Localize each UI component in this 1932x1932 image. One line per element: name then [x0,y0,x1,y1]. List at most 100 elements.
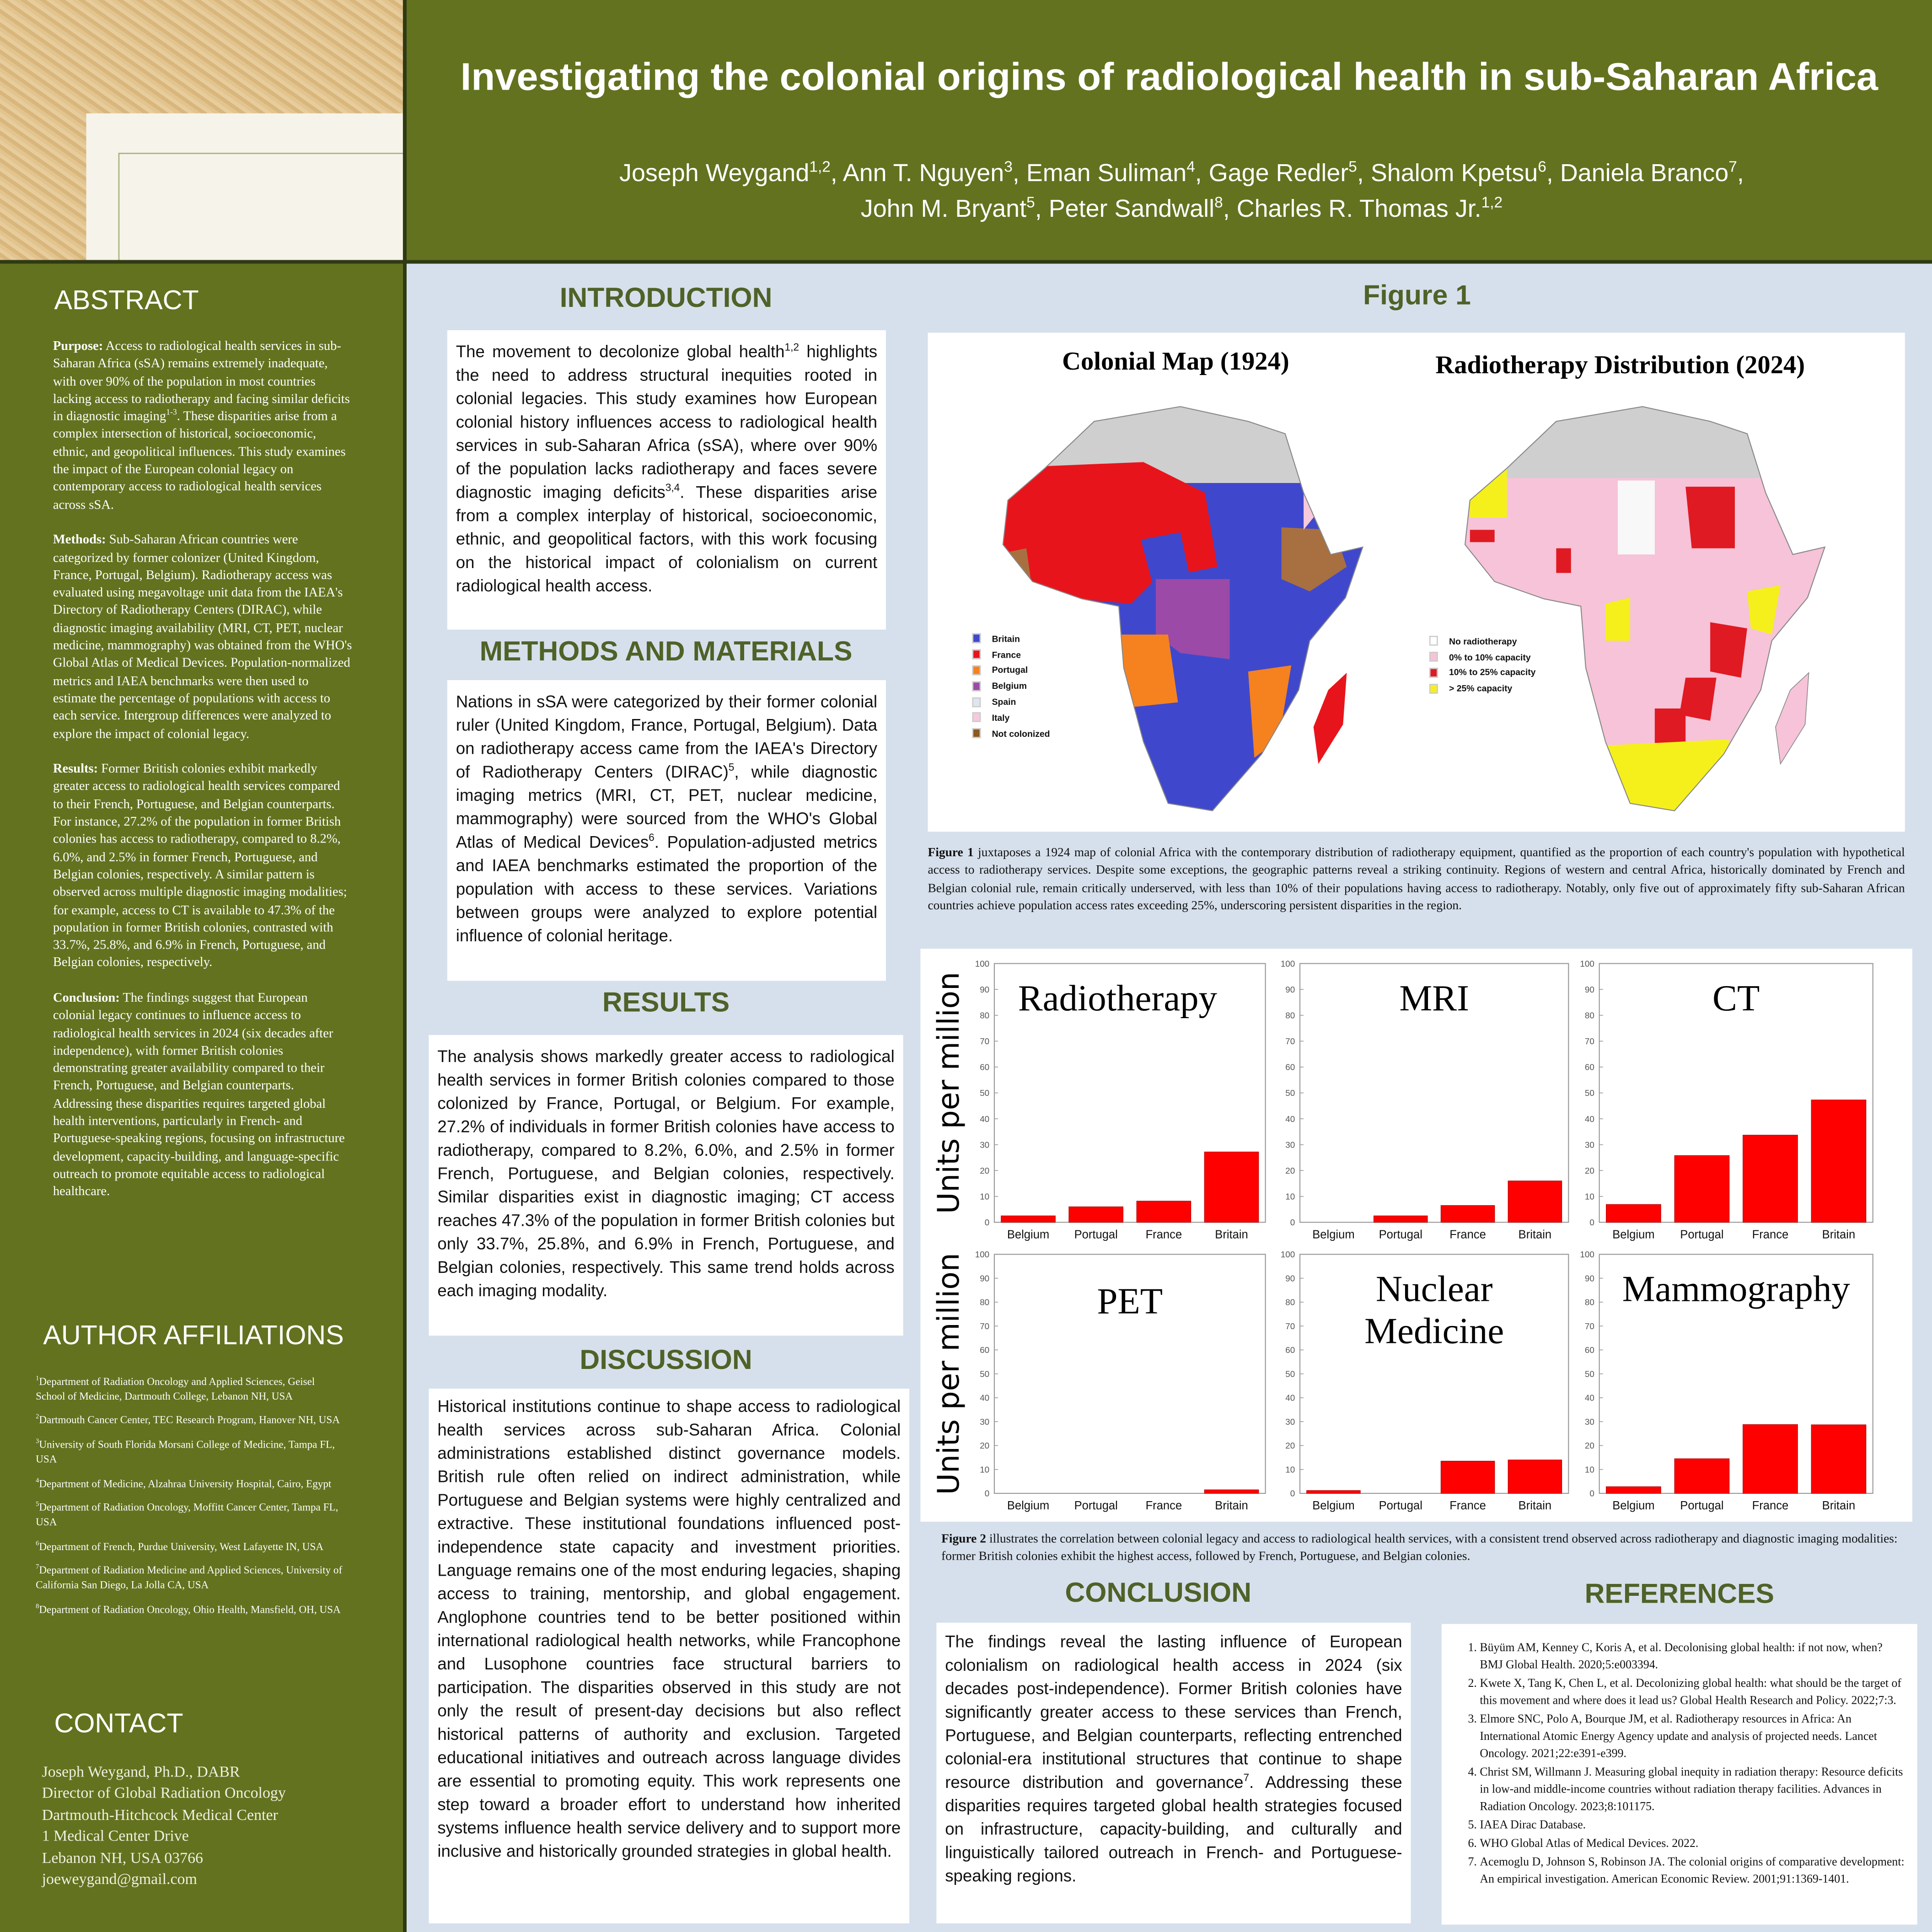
legend-label: Not colonized [992,728,1050,739]
bar-belgium [1001,1215,1056,1223]
affiliation-item: 1Department of Radiation Oncology and Ap… [36,1375,343,1404]
y-tick-label: 20 [980,1441,989,1450]
legend-item: No radiotherapy [1429,633,1536,649]
y-tick-label: 70 [1285,1321,1295,1331]
abstract-section-label: Methods: [53,534,106,547]
results-heading: RESULTS [602,987,730,1018]
y-axis-label: Units per million [932,1253,966,1495]
bar-portugal [1068,1206,1124,1223]
author-affiliation-number: 5 [1348,158,1357,176]
x-tick-label: France [1449,1228,1486,1241]
citation-superscript: 3,4 [665,481,680,494]
y-tick-label: 100 [1281,1250,1295,1259]
chart-title: Nuclear [1376,1269,1493,1309]
methods-heading: METHODS AND MATERIALS [479,636,853,667]
legend-label: Portugal [992,665,1028,676]
text-run: . These disparities arise from a complex… [53,410,346,512]
text-run: Sub-Saharan African countries were categ… [53,534,352,741]
contact-line: 1 Medical Center Drive [42,1827,189,1845]
author-name: Daniela Branco [1560,160,1729,188]
references-list: Büyüm AM, Kenney C, Koris A, et al. Deco… [1454,1640,1907,1889]
legend-item: Britain [972,631,1050,646]
y-tick-label: 60 [1285,1063,1295,1072]
affiliation-item: 2Dartmouth Cancer Center, TEC Research P… [36,1414,343,1428]
y-tick-label: 20 [1285,1441,1295,1450]
legend-label: Britain [992,633,1020,644]
x-tick-label: Belgium [1007,1228,1049,1241]
text-run: . These disparities arise from a complex… [456,483,878,596]
y-tick-label: 0 [1290,1489,1295,1498]
y-tick-label: 100 [1580,1250,1594,1259]
corner-decoration [0,0,404,263]
x-tick-label: Belgium [1312,1228,1354,1241]
legend-label: > 25% capacity [1449,683,1513,694]
text-run: Historical institutions continue to shap… [437,1397,901,1861]
x-tick-label: Belgium [1612,1228,1654,1241]
chart-title: Medicine [1364,1310,1504,1351]
methods-box: Nations in sSA were categorized by their… [447,680,886,981]
affiliation-number: 1 [36,1375,39,1383]
abstract-section-label: Results: [53,762,98,777]
y-tick-label: 60 [1585,1063,1594,1072]
author-affiliation-number: 1,2 [1481,193,1503,211]
affiliation-text: Department of Radiation Medicine and App… [36,1564,343,1591]
legend-label: No radiotherapy [1449,635,1517,647]
y-tick-label: 30 [1585,1140,1594,1149]
legend-item: Italy [972,710,1050,725]
bar-britain [1204,1489,1259,1494]
reference-item: Elmore SNC, Polo A, Bourque JM, et al. R… [1480,1712,1907,1763]
y-tick-label: 80 [980,1010,989,1020]
text-run: The findings suggest that European colon… [53,992,345,1199]
affiliation-item: 7Department of Radiation Medicine and Ap… [36,1564,343,1593]
bar-france [1136,1201,1191,1223]
radiotherapy-map [1464,406,1826,811]
y-tick-label: 0 [1290,1218,1295,1227]
author-affiliation-number: 8 [1214,193,1223,211]
chart-title: PET [1097,1281,1163,1322]
bar-britain [1811,1100,1867,1223]
bar-portugal [1674,1155,1730,1223]
legend-label: Belgium [992,680,1027,692]
y-tick-label: 20 [980,1166,989,1175]
text-run: Access to radiological health services i… [53,340,350,424]
affiliation-number: 5 [36,1501,39,1509]
x-tick-label: Britain [1519,1499,1552,1512]
introduction-box: The movement to decolonize global health… [447,330,886,630]
references-heading: REFERENCES [1584,1578,1774,1610]
contact-line: joeweygand@gmail.com [42,1870,197,1888]
discussion-box: Historical institutions continue to shap… [429,1389,910,1924]
author-name: Eman Suliman [1026,160,1187,188]
y-tick-label: 40 [1585,1114,1594,1124]
sidebar-divider [402,263,407,1932]
legend-swatch [972,649,981,660]
x-tick-label: Portugal [1379,1499,1422,1512]
citation-superscript: 6 [649,831,655,843]
y-tick-label: 60 [1585,1345,1594,1355]
author-line-2: John M. Bryant5, Peter Sandwall8, Charle… [860,193,1503,223]
legend-swatch [972,713,981,723]
author-name: Shalom Kpetsu [1370,160,1538,188]
reference-item: Kwete X, Tang K, Chen L, et al. Decoloni… [1480,1676,1907,1710]
text-run: , while diagnostic imaging metrics (MRI,… [456,762,878,852]
x-tick-label: Portugal [1680,1228,1723,1241]
header-divider [0,260,1932,264]
legend-swatch [1429,668,1438,678]
y-tick-label: 30 [1285,1140,1295,1149]
y-tick-label: 90 [1585,1273,1594,1283]
bar-france [1743,1424,1798,1494]
y-tick-label: 20 [1585,1166,1594,1175]
author-affiliation-number: 5 [1026,193,1035,211]
citation-superscript: 1,2 [784,340,800,353]
y-tick-label: 90 [980,985,989,994]
affiliation-item: 8Department of Radiation Oncology, Ohio … [36,1603,343,1617]
colonial-map-title: Colonial Map (1924) [1062,346,1289,376]
results-box: The analysis shows markedly greater acce… [429,1035,903,1336]
figure2-caption-text: illustrates the correlation between colo… [941,1533,1898,1564]
bar-france [1743,1135,1798,1223]
bar-portugal [1674,1458,1730,1494]
legend-item: Belgium [972,678,1050,694]
conclusion-heading: CONCLUSION [1065,1577,1251,1608]
author-name: John M. Bryant [860,196,1027,223]
reference-item: WHO Global Atlas of Medical Devices. 202… [1480,1836,1907,1853]
